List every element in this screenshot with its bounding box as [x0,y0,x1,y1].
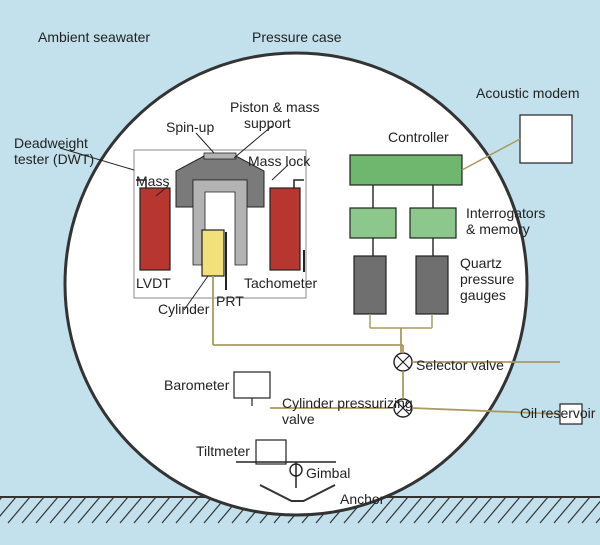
label-lvdt: LVDT [136,275,171,291]
label-oil-reservoir: Oil reservoir [520,405,596,421]
label-controller: Controller [388,129,449,145]
label-quartz-1: Quartz [460,255,502,271]
label-ambient-seawater: Ambient seawater [38,29,150,45]
label-tiltmeter: Tiltmeter [196,443,250,459]
label-cylinder: Cylinder [158,301,210,317]
label-interrogators-1: Interrogators [466,205,545,221]
label-spinup: Spin-up [166,119,214,135]
label-acoustic-modem: Acoustic modem [476,85,579,101]
label-prt: PRT [216,293,244,309]
spin-up-cap [204,153,236,159]
mass-left [140,188,170,270]
label-pistonmass-2: support [244,115,291,131]
label-cylvalve-2: valve [282,411,315,427]
label-anchor: Anchor [340,491,385,507]
label-pressure-case: Pressure case [252,29,342,45]
barometer-box [234,372,270,398]
cylinder [202,230,224,276]
label-quartz-2: pressure [460,271,515,287]
label-quartz-3: gauges [460,287,506,303]
label-dwt-1: Deadweight [14,135,88,151]
tiltmeter-box [256,440,286,464]
label-dwt-2: tester (DWT) [14,151,94,167]
label-pistonmass-1: Piston & mass [230,99,319,115]
label-interrogators-2: & memory [466,221,530,237]
acoustic-modem-box [520,115,572,163]
label-barometer: Barometer [164,377,230,393]
label-selector-valve: Selector valve [416,357,504,373]
controller-box [350,155,462,185]
interrogator-right [410,208,456,238]
quartz-gauge-left [354,256,386,314]
label-cylvalve-1: Cylinder pressurizing [282,395,413,411]
label-mass: Mass [136,173,169,189]
mass-right [270,188,300,270]
interrogator-left [350,208,396,238]
label-gimbal: Gimbal [306,465,350,481]
label-tachometer: Tachometer [244,275,317,291]
quartz-gauge-right [416,256,448,314]
label-masslock: Mass lock [248,153,311,169]
